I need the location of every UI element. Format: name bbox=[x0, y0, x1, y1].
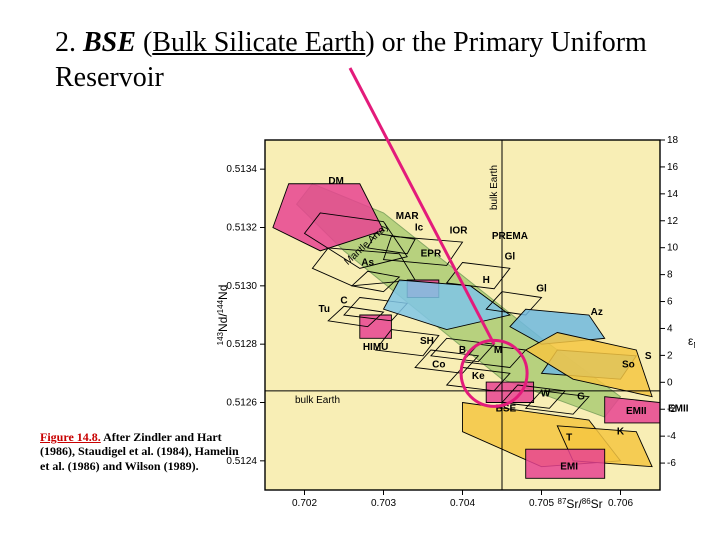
label-G: G bbox=[577, 392, 585, 403]
label-MAR: MAR bbox=[396, 211, 420, 222]
chart-svg: bulk Earthbulk EarthMantle ArrayDMMAREPR… bbox=[215, 135, 695, 520]
ytick-label: 0.5132 bbox=[226, 223, 257, 234]
label-So: So bbox=[622, 360, 635, 371]
label-Tu: Tu bbox=[319, 304, 330, 315]
label-M: M bbox=[494, 345, 502, 356]
title-underlined: Bulk Silicate Earth bbox=[152, 27, 365, 58]
ytick-label: 0.5126 bbox=[226, 398, 257, 409]
label-EPR: EPR bbox=[421, 249, 442, 260]
xtick-label: 0.706 bbox=[608, 498, 633, 509]
ytick-label: 0.5124 bbox=[226, 456, 257, 467]
label-Ic: Ic bbox=[415, 222, 424, 233]
slide-title: 2. BSE (Bulk Silicate Earth) or the Prim… bbox=[55, 25, 675, 95]
label-PREMA: PREMA bbox=[492, 231, 528, 242]
label-W: W bbox=[541, 389, 551, 400]
bulk-earth-h-label: bulk Earth bbox=[295, 395, 340, 406]
xtick-label: 0.703 bbox=[371, 498, 396, 509]
ytick-r-label: -6 bbox=[667, 458, 676, 469]
bulk-earth-v-label: bulk Earth bbox=[489, 165, 500, 210]
ytick-r-label: -2 bbox=[667, 404, 676, 415]
xtick-label: 0.705 bbox=[529, 498, 554, 509]
label-SH: SH bbox=[420, 336, 434, 347]
figure-caption: Figure 14.8. After Zindler and Hart (198… bbox=[40, 430, 240, 473]
label-H: H bbox=[483, 275, 490, 286]
title-number: 2. bbox=[55, 27, 83, 58]
ytick-r-label: 10 bbox=[667, 243, 679, 254]
ytick-r-label: 18 bbox=[667, 135, 679, 146]
y-axis-label: 143Nd/144Nd bbox=[216, 285, 230, 346]
ytick-r-label: 2 bbox=[667, 350, 673, 361]
y-right-label: εNd bbox=[688, 334, 695, 350]
isotope-chart: bulk Earthbulk EarthMantle ArrayDMMAREPR… bbox=[215, 135, 695, 520]
xtick-label: 0.702 bbox=[292, 498, 317, 509]
ytick-label: 0.5130 bbox=[226, 281, 257, 292]
label-Az: Az bbox=[591, 307, 603, 318]
ytick-r-label: 14 bbox=[667, 189, 679, 200]
label-K: K bbox=[617, 427, 625, 438]
ytick-label: 0.5128 bbox=[226, 339, 257, 350]
ytick-r-label: 0 bbox=[667, 377, 673, 388]
label-As: As bbox=[361, 257, 374, 268]
slide: 2. BSE (Bulk Silicate Earth) or the Prim… bbox=[0, 0, 720, 540]
title-paren-open: ( bbox=[136, 27, 152, 58]
ytick-r-label: 6 bbox=[667, 297, 673, 308]
label-HIMU: HIMU bbox=[363, 342, 389, 353]
x-axis-label: 87Sr/86Sr bbox=[558, 497, 603, 511]
ytick-label: 0.5134 bbox=[226, 164, 257, 175]
xtick-label: 0.704 bbox=[450, 498, 475, 509]
ytick-r-label: 8 bbox=[667, 270, 673, 281]
ytick-r-label: 12 bbox=[667, 216, 679, 227]
caption-fig: Figure 14.8. bbox=[40, 430, 101, 444]
title-bse: BSE bbox=[83, 27, 136, 58]
label-S: S bbox=[645, 351, 652, 362]
ytick-r-label: 4 bbox=[667, 323, 673, 334]
label-Co: Co bbox=[432, 360, 445, 371]
ytick-r-label: 16 bbox=[667, 162, 679, 173]
label-DM: DM bbox=[328, 176, 344, 187]
label-B: B bbox=[459, 345, 466, 356]
ytick-r-label: -4 bbox=[667, 431, 676, 442]
label-C: C bbox=[340, 295, 347, 306]
label-IOR: IOR bbox=[450, 225, 469, 236]
label-T: T bbox=[566, 432, 572, 443]
label-EMII: EMII bbox=[626, 406, 647, 417]
label-Gl: Gl bbox=[505, 252, 516, 263]
label-EMI: EMI bbox=[560, 462, 578, 473]
label-Ke: Ke bbox=[472, 371, 485, 382]
label-Gl2: Gl bbox=[536, 284, 547, 295]
